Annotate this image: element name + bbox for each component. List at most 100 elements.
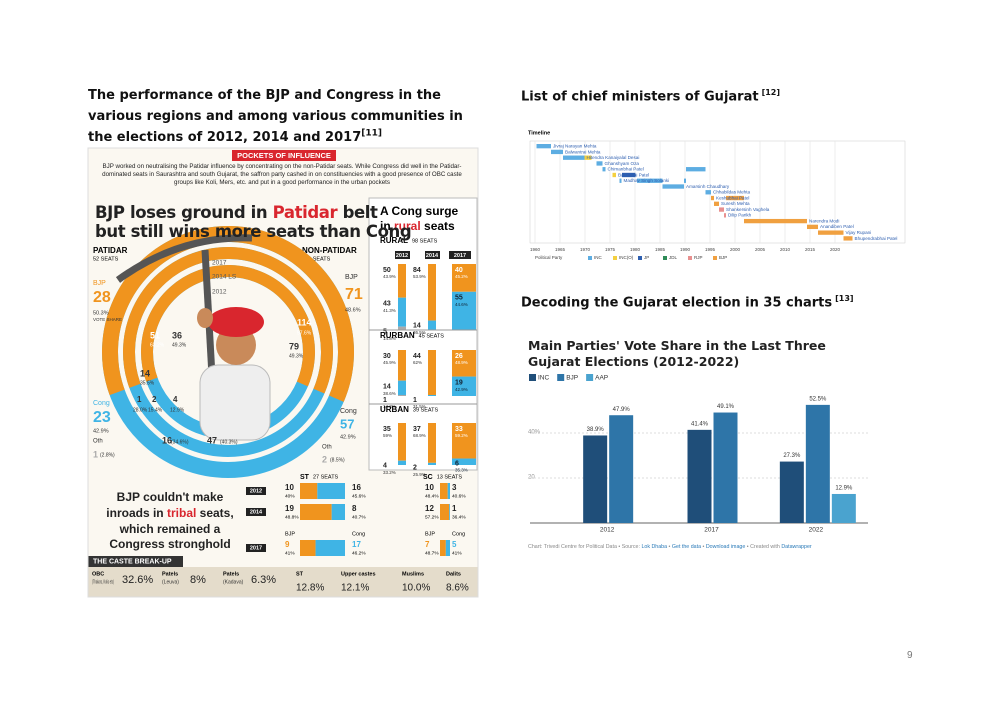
bar xyxy=(805,404,830,523)
minister-name: Chhabildas Mehta xyxy=(713,190,750,195)
timeline-title: Timeline xyxy=(528,130,550,136)
ring-label: 16 xyxy=(162,435,172,445)
ring-year: 2014 LS xyxy=(212,274,237,281)
section-title: List of chief ministers of Gujarat [12] xyxy=(521,88,780,104)
ring-label: (8.5%) xyxy=(330,457,345,463)
turban xyxy=(208,307,264,337)
year-box xyxy=(449,251,471,259)
legend-label: INC(O) xyxy=(619,255,634,260)
x-tick-label: 2010 xyxy=(780,247,791,252)
seat-count: 55 xyxy=(455,295,463,302)
term-bar xyxy=(686,167,706,172)
ring-bjp xyxy=(141,265,316,439)
seat-bar xyxy=(428,350,436,395)
seat-bar xyxy=(452,458,476,465)
minister-name: Ghanshyam Oza xyxy=(605,161,640,166)
seat-count: 37 xyxy=(413,426,421,433)
ring-label: 49.3% xyxy=(289,353,304,359)
source-part: Get the data xyxy=(671,544,702,550)
bar xyxy=(779,461,804,523)
x-tick-label: 1980 xyxy=(630,247,641,252)
seat-count: 44 xyxy=(413,353,421,360)
vote-share: 44.6% xyxy=(455,302,468,307)
vote-share: 59% xyxy=(383,433,392,438)
vote-share: 33.2% xyxy=(383,470,396,475)
term-bar xyxy=(622,172,636,178)
vote-share: 36.4% xyxy=(452,514,466,520)
minister-name: Keshubhai Patel xyxy=(716,195,749,200)
legend-swatch xyxy=(663,256,667,260)
group-label: NON-PATIDAR xyxy=(302,246,357,255)
x-tick-label: 2022 xyxy=(809,527,824,534)
term-bar xyxy=(602,167,606,172)
seat-bar xyxy=(398,264,406,298)
term-bar xyxy=(584,155,592,160)
source-part: Datawrapper xyxy=(781,544,812,550)
seat-bar xyxy=(440,540,446,556)
ring-label: 49.3% xyxy=(172,342,187,348)
legend-label: AAP xyxy=(595,375,608,382)
ring-label: (2.8%) xyxy=(100,452,115,458)
term-bar xyxy=(714,201,719,206)
ring-label: 2 xyxy=(152,395,157,404)
ring-label: 1 xyxy=(137,395,142,404)
term-bar xyxy=(684,178,686,183)
source-part: Chart: Trivedi Centre for Political Data… xyxy=(528,544,642,550)
seat-count: 84 xyxy=(413,267,421,274)
vote-share: 40% xyxy=(285,493,295,499)
caste-share: 12.8% xyxy=(296,583,324,594)
caste-title: THE CASTE BREAK-UP xyxy=(93,558,172,565)
infographic-frame xyxy=(87,147,479,598)
vote-share: 62% xyxy=(413,360,422,365)
legend-swatch xyxy=(557,374,565,381)
x-tick-label: 2015 xyxy=(805,247,816,252)
term-bar xyxy=(619,178,622,183)
value-label: 38.9% xyxy=(587,427,605,433)
vote-share: 14.8% xyxy=(383,336,396,341)
value-label: 41.4% xyxy=(691,421,709,427)
seat-count: 50 xyxy=(383,267,391,274)
seat-count: 4 xyxy=(383,463,387,470)
term-bar xyxy=(807,224,818,230)
title-part: rural xyxy=(394,219,421,233)
ring-label: Cong xyxy=(340,408,357,415)
page-number: 9 xyxy=(907,650,913,661)
term-bar xyxy=(705,190,711,195)
vote-share: 48.4% xyxy=(425,493,439,499)
reference: [11] xyxy=(361,128,383,139)
term-bar xyxy=(711,195,714,201)
year-box xyxy=(246,508,266,516)
vote-share: 53.9% xyxy=(413,274,426,279)
group-seats: 13 SEATS xyxy=(437,474,463,480)
reference: [12] xyxy=(761,88,781,97)
value-label: 49.1% xyxy=(717,404,735,410)
ring-label: 42.9% xyxy=(340,434,356,440)
caste-bg xyxy=(88,567,478,597)
minister-name: Madhav Singh Solanki xyxy=(624,178,670,183)
x-tick-label: 1975 xyxy=(605,247,616,252)
seat-count: 10 xyxy=(285,483,294,492)
group-label: ST xyxy=(300,474,310,481)
panel-label: URBAN xyxy=(380,405,409,414)
x-tick-label: 1990 xyxy=(680,247,691,252)
vote-share: 57.2% xyxy=(425,514,439,520)
minister-name: Bhupendrabhai Patel xyxy=(855,236,898,241)
party-label: BJP xyxy=(285,531,295,537)
x-tick-label: 1985 xyxy=(655,247,666,252)
tribal-headline: Congress stronghold xyxy=(109,537,230,551)
ring-label: Oth xyxy=(322,445,332,451)
seat-bar xyxy=(398,350,406,381)
legend-label: BJP xyxy=(719,255,727,260)
legend-label: BJP xyxy=(566,375,578,382)
source-part: • xyxy=(667,544,672,550)
legend-swatch xyxy=(688,256,692,260)
vote-share: 38.6% xyxy=(383,391,396,396)
seat-bar xyxy=(398,380,406,395)
year-label: 2014 xyxy=(250,509,263,515)
term-bar xyxy=(637,178,663,183)
seat-bar xyxy=(317,483,345,499)
x-tick-label: 2005 xyxy=(755,247,766,252)
group-label: SC xyxy=(423,474,433,481)
regional-title: in rural seats xyxy=(380,219,455,233)
